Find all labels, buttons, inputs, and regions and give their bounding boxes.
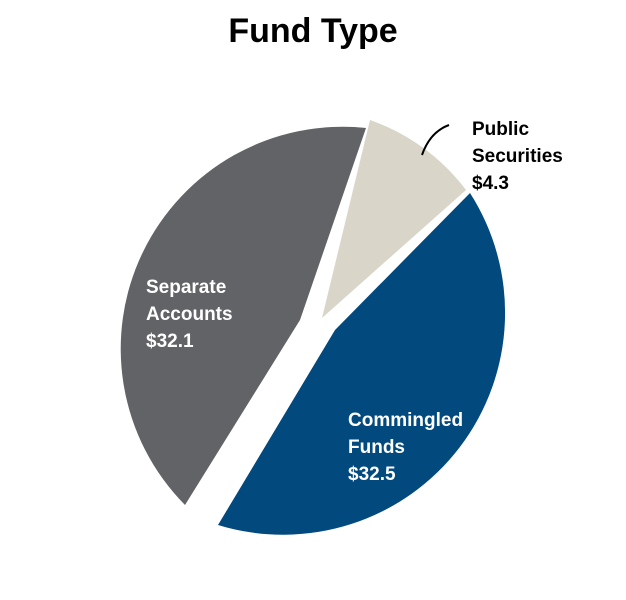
- slice-commingled-funds: [218, 193, 506, 535]
- label-line: Securities: [472, 146, 563, 167]
- label-separate-accounts: Separate Accounts $32.1: [146, 274, 233, 355]
- leader-line: [421, 124, 450, 156]
- chart-title: Fund Type: [228, 12, 398, 50]
- slice-separate-accounts: [120, 126, 366, 505]
- slice-public-securities: [322, 120, 466, 318]
- label-line: Funds: [348, 437, 405, 458]
- label-value: $32.1: [146, 331, 194, 352]
- label-line: Public: [472, 119, 530, 140]
- label-line: Commingled: [348, 410, 464, 431]
- label-value: $4.3: [472, 173, 509, 194]
- label-commingled-funds: Commingled Funds $32.5: [348, 407, 463, 488]
- label-line: Accounts: [146, 304, 233, 325]
- label-line: Separate: [146, 277, 227, 298]
- label-value: $32.5: [348, 464, 396, 485]
- label-public-securities: Public Securities $4.3: [472, 116, 563, 197]
